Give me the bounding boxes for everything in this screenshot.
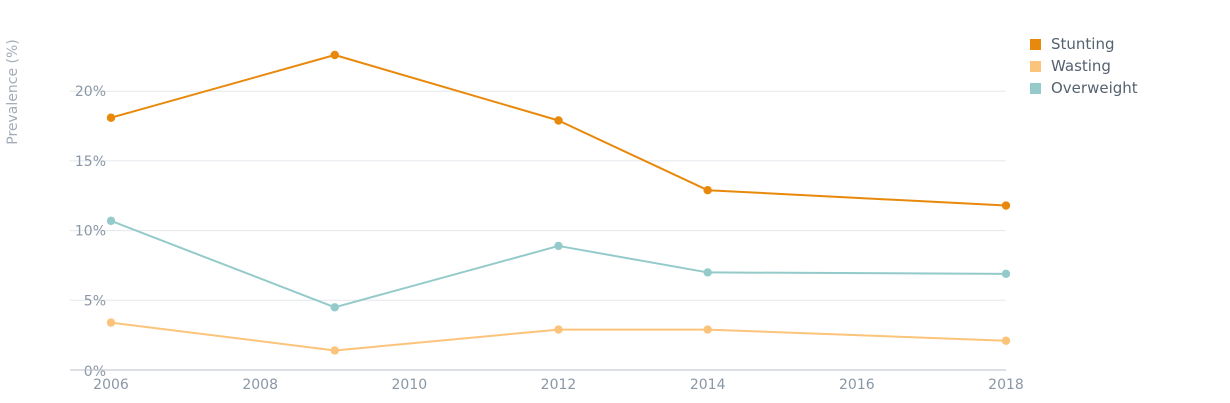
data-point-stunting[interactable]	[106, 113, 116, 122]
legend-item-stunting[interactable]: Stunting	[1030, 33, 1138, 55]
y-tick-label: 0%	[84, 364, 106, 380]
data-point-stunting[interactable]	[554, 116, 563, 125]
data-point-overweight[interactable]	[703, 268, 712, 277]
data-point-wasting[interactable]	[554, 325, 563, 334]
data-point-wasting[interactable]	[106, 318, 116, 327]
legend-swatch-stunting	[1030, 38, 1041, 50]
x-tick-label: 2008	[242, 377, 278, 393]
data-point-wasting[interactable]	[330, 346, 339, 355]
y-tick-label: 10%	[75, 224, 106, 240]
y-tick-label: 15%	[75, 154, 106, 170]
legend-label-stunting: Stunting	[1051, 35, 1115, 53]
y-tick-label: 20%	[75, 84, 106, 100]
data-point-stunting[interactable]	[330, 50, 339, 60]
legend-swatch-overweight	[1030, 82, 1041, 94]
x-tick-label: 2006	[93, 377, 129, 393]
x-tick-label: 2014	[690, 377, 726, 393]
x-tick-label: 2010	[392, 377, 428, 393]
data-point-overweight[interactable]	[554, 241, 563, 251]
legend-label-overweight: Overweight	[1051, 79, 1138, 97]
legend-swatch-wasting	[1030, 60, 1041, 72]
series-line-stunting	[110, 54, 1007, 207]
y-tick-label: 5%	[84, 293, 106, 309]
series-line-overweight	[110, 219, 1007, 309]
legend-item-wasting[interactable]: Wasting	[1030, 55, 1138, 77]
series-overweight	[106, 216, 1011, 312]
data-point-wasting[interactable]	[1001, 336, 1011, 345]
data-point-overweight[interactable]	[1001, 269, 1011, 279]
data-point-overweight[interactable]	[330, 303, 339, 312]
x-tick-label: 2018	[988, 377, 1024, 393]
series-group	[106, 50, 1011, 355]
legend-item-overweight[interactable]: Overweight	[1030, 77, 1138, 99]
legend: Stunting Wasting Overweight	[1030, 33, 1138, 99]
legend-label-wasting: Wasting	[1051, 57, 1111, 75]
series-stunting	[106, 50, 1011, 210]
data-point-overweight[interactable]	[106, 216, 116, 226]
axes: 0% 5% 10% 15% 20% 2006 2008 2010 2012 2014 2016 201…	[70, 84, 1024, 393]
data-point-stunting[interactable]	[703, 185, 712, 195]
x-tick-label: 2016	[839, 377, 875, 393]
gridlines	[70, 90, 1006, 301]
data-point-wasting[interactable]	[703, 325, 712, 334]
x-tick-label: 2012	[541, 377, 577, 393]
data-point-stunting[interactable]	[1001, 201, 1011, 210]
series-wasting	[106, 318, 1011, 355]
y-axis-title: Prevalence (%)	[5, 39, 21, 145]
